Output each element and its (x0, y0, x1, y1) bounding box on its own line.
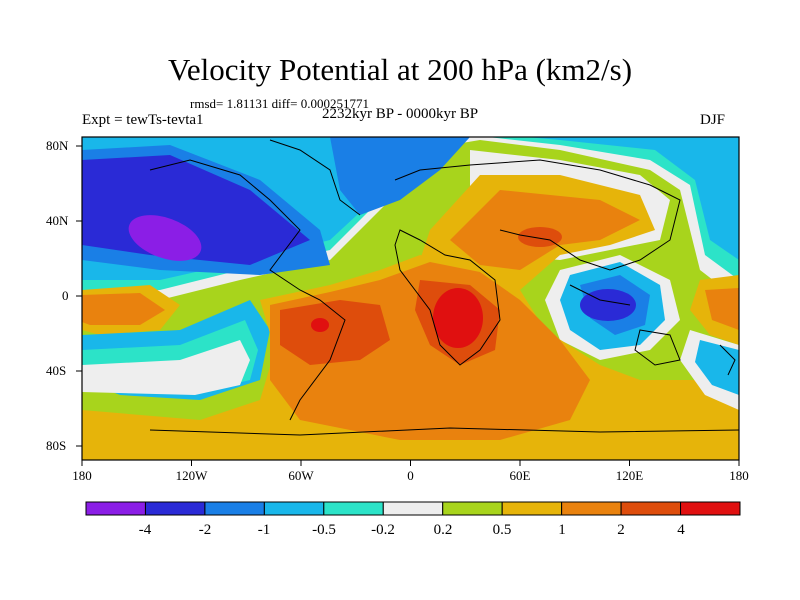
colorbar-swatch (85, 501, 146, 516)
colorbar-swatch (620, 501, 682, 516)
x-tick-label: 120W (175, 468, 208, 483)
y-tick-label: 0 (62, 288, 69, 303)
colorbar-label: -0.5 (312, 522, 336, 538)
colorbar-label: 1 (558, 522, 566, 538)
experiment-label: Expt = tewTs-tevta1 (82, 112, 204, 128)
x-tick-label: 60E (509, 468, 531, 483)
map-title: Velocity Potential at 200 hPa (km2/s) (167, 52, 633, 87)
x-tick-label: 0 (407, 468, 414, 483)
colorbar (85, 501, 741, 516)
colorbar-swatch (144, 501, 206, 516)
y-tick-label: 40S (46, 363, 67, 378)
x-tick-label: 60W (288, 468, 314, 483)
colorbar-swatch (501, 501, 563, 516)
stats-label: rmsd= 1.81131 diff= 0.000251771 (190, 96, 369, 111)
colorbar-label: 2 (617, 522, 625, 538)
x-tick-label: 180 (729, 468, 749, 483)
colorbar-label: -2 (198, 522, 212, 538)
colorbar-swatch (263, 501, 325, 516)
axis-ticks (76, 145, 740, 466)
coastlines (149, 139, 739, 436)
x-tick-label: 180 (72, 468, 92, 483)
y-tick-label: 80N (46, 138, 69, 153)
y-tick-label: 40N (46, 213, 69, 228)
season-label: DJF (700, 112, 726, 128)
colorbar-swatch (382, 501, 444, 516)
x-tick-label: 120E (615, 468, 644, 483)
colorbar-swatch (442, 501, 503, 516)
colorbar-swatch (680, 501, 741, 516)
field-layer (82, 137, 739, 460)
colorbar-label: -0.2 (371, 522, 395, 538)
colorbar-swatch (204, 501, 265, 516)
period-label: 2232kyr BP - 0000kyr BP (322, 106, 479, 122)
colorbar-label: 0.2 (433, 522, 453, 538)
colorbar-swatch (561, 501, 622, 516)
colorbar-label: -1 (257, 522, 271, 538)
colorbar-label: 4 (677, 522, 685, 538)
y-tick-label: 80S (46, 438, 67, 453)
colorbar-label: -4 (138, 522, 152, 538)
colorbar-swatch (323, 501, 384, 516)
colorbar-label: 0.5 (492, 522, 512, 538)
